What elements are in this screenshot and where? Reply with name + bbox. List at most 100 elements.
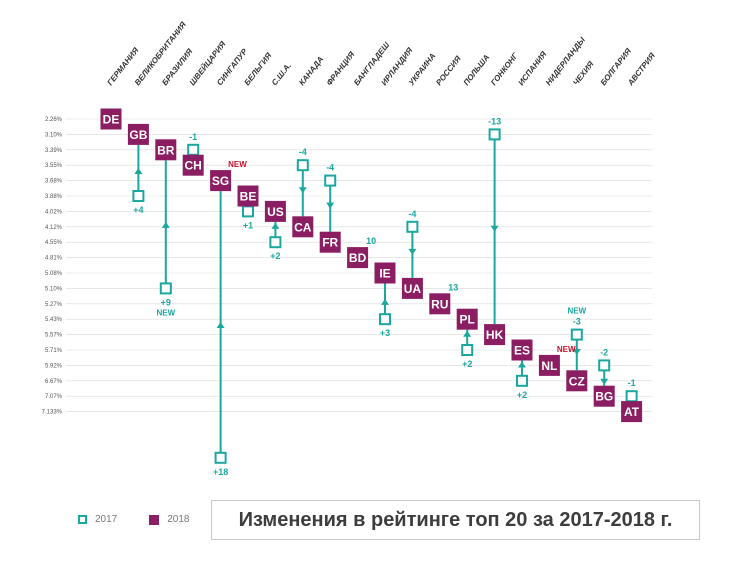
change-arrow <box>518 361 526 368</box>
change-arrow <box>572 348 581 355</box>
legend-2018-label: 2018 <box>167 514 190 525</box>
y-tick-label: 6.67% <box>45 379 63 385</box>
legend: 2017 2018 <box>78 514 190 525</box>
marker-2018-de <box>100 108 122 130</box>
change-label: -4 <box>326 163 334 173</box>
marker-2017-sg <box>214 451 227 464</box>
marker-2018-bd <box>347 247 369 269</box>
country-label: С.Ш.А. <box>270 61 293 87</box>
marker-2018-ch <box>182 154 204 176</box>
marker-2018-label: CZ <box>569 374 585 388</box>
change-label: -1 <box>189 132 197 142</box>
y-tick-label: 4.81% <box>45 256 63 262</box>
marker-2017-ua <box>406 220 419 233</box>
change-label: +18 <box>213 467 228 477</box>
y-tick-label: 7.07% <box>45 394 63 400</box>
marker-2017-fr <box>324 174 337 187</box>
change-label: -1 <box>628 378 636 388</box>
y-tick-label: 5.08% <box>45 271 63 277</box>
marker-2018-ua <box>401 277 423 299</box>
country-label: ПОЛЬША <box>462 53 492 88</box>
change-label: +2 <box>462 359 472 369</box>
marker-2018-label: AT <box>624 405 640 419</box>
marker-2018-pl <box>456 308 478 330</box>
new-tag: NEW <box>156 308 175 317</box>
change-label: +2 <box>270 251 280 261</box>
change-arrow <box>490 225 499 232</box>
marker-2018-bg <box>593 385 615 407</box>
change-label: -3 <box>573 317 581 327</box>
y-tick-label: 3.88% <box>45 194 63 200</box>
marker-2017-ie <box>379 313 391 326</box>
y-tick-label: 4.55% <box>45 240 63 246</box>
marker-2018-label: RU <box>431 297 448 311</box>
marker-2018-label: GB <box>129 128 147 142</box>
ranking-chart: 2.26% 3.10% 3.39% 3.55% 3.68% 3.88% 4.02% 4.12%… <box>42 20 657 477</box>
rank-markers: DE +4 GB +9 BR -1 CH +18 SG +1 BE +2 US -4 CA -4 FR 10 BD +… <box>100 108 643 477</box>
marker-2017-at <box>625 390 638 403</box>
marker-2018-be <box>237 185 259 207</box>
marker-2018-label: SG <box>212 174 229 188</box>
marker-2018-hk <box>484 324 506 346</box>
y-tick-label: 3.55% <box>45 163 63 169</box>
marker-2018-label: IE <box>379 267 390 281</box>
marker-2017-ca <box>296 159 309 172</box>
marker-2017-gb <box>132 190 145 202</box>
change-label: +9 <box>161 297 171 307</box>
marker-2018-nl <box>538 354 560 376</box>
marker-2017-bg <box>598 359 611 372</box>
legend-2017-swatch <box>78 515 87 524</box>
marker-2018-es <box>511 339 533 361</box>
marker-2017-be <box>242 205 254 218</box>
new-tag: NEW <box>557 345 576 354</box>
country-label: ВЕЛИКОБРИТАНИЯ <box>133 20 188 87</box>
marker-2018-gb <box>127 123 149 145</box>
marker-2018-label: HK <box>486 328 504 342</box>
y-tick-label: 5.27% <box>45 302 63 308</box>
change-connectors <box>134 139 636 453</box>
marker-2018-at <box>621 401 643 423</box>
marker-2018-label: PL <box>460 313 475 327</box>
change-label: 13 <box>448 282 458 292</box>
marker-2018-ca <box>292 216 314 238</box>
marker-2018-label: ES <box>514 344 530 358</box>
change-arrow <box>408 248 417 255</box>
marker-2018-label: CH <box>185 159 202 173</box>
country-labels: ГЕРМАНИЯВЕЛИКОБРИТАНИЯБРАЗИЛИЯШВЕЙЦАРИЯС… <box>105 20 657 88</box>
marker-2018-label: BD <box>349 251 367 265</box>
marker-2018-fr <box>319 231 341 253</box>
change-arrow <box>600 378 609 385</box>
marker-2018-label: US <box>267 205 284 219</box>
y-tick-label: 5.43% <box>45 317 63 323</box>
new-tag: NEW <box>567 307 586 316</box>
marker-2018-ie <box>374 262 396 284</box>
y-tick-labels: 2.26% 3.10% 3.39% 3.55% 3.68% 3.88% 4.02% 4.12%… <box>42 117 63 416</box>
y-tick-label: 4.02% <box>45 209 63 215</box>
marker-2018-label: UA <box>404 282 422 296</box>
y-tick-label: 3.39% <box>45 148 63 154</box>
marker-2017-hk <box>488 128 501 141</box>
marker-2018-label: FR <box>322 236 338 250</box>
y-tick-label: 4.12% <box>45 225 63 231</box>
change-arrow <box>298 187 307 194</box>
new-tag: NEW <box>228 160 247 169</box>
marker-2017-cz <box>570 328 583 341</box>
legend-2018-swatch <box>149 514 160 525</box>
change-label: 10 <box>366 236 376 246</box>
marker-2017-ch <box>187 143 200 156</box>
change-label: -13 <box>488 116 501 126</box>
y-tick-label: 7.133% <box>42 410 63 416</box>
marker-2017-br <box>159 282 172 295</box>
change-label: +4 <box>133 205 143 215</box>
chart-title: Изменения в рейтинге топ 20 за 2017-2018… <box>211 500 700 540</box>
y-tick-label: 2.26% <box>45 117 63 123</box>
change-arrow <box>161 221 170 228</box>
marker-2018-cz <box>566 370 588 392</box>
marker-2018-label: BR <box>157 143 175 157</box>
marker-2018-label: BE <box>240 190 257 204</box>
marker-2018-label: BG <box>595 390 613 404</box>
country-label: АВСТРИЯ <box>625 51 657 88</box>
country-label: РОССИЯ <box>434 54 463 87</box>
change-arrow <box>326 202 335 209</box>
country-label: КАНАДА <box>297 55 325 88</box>
